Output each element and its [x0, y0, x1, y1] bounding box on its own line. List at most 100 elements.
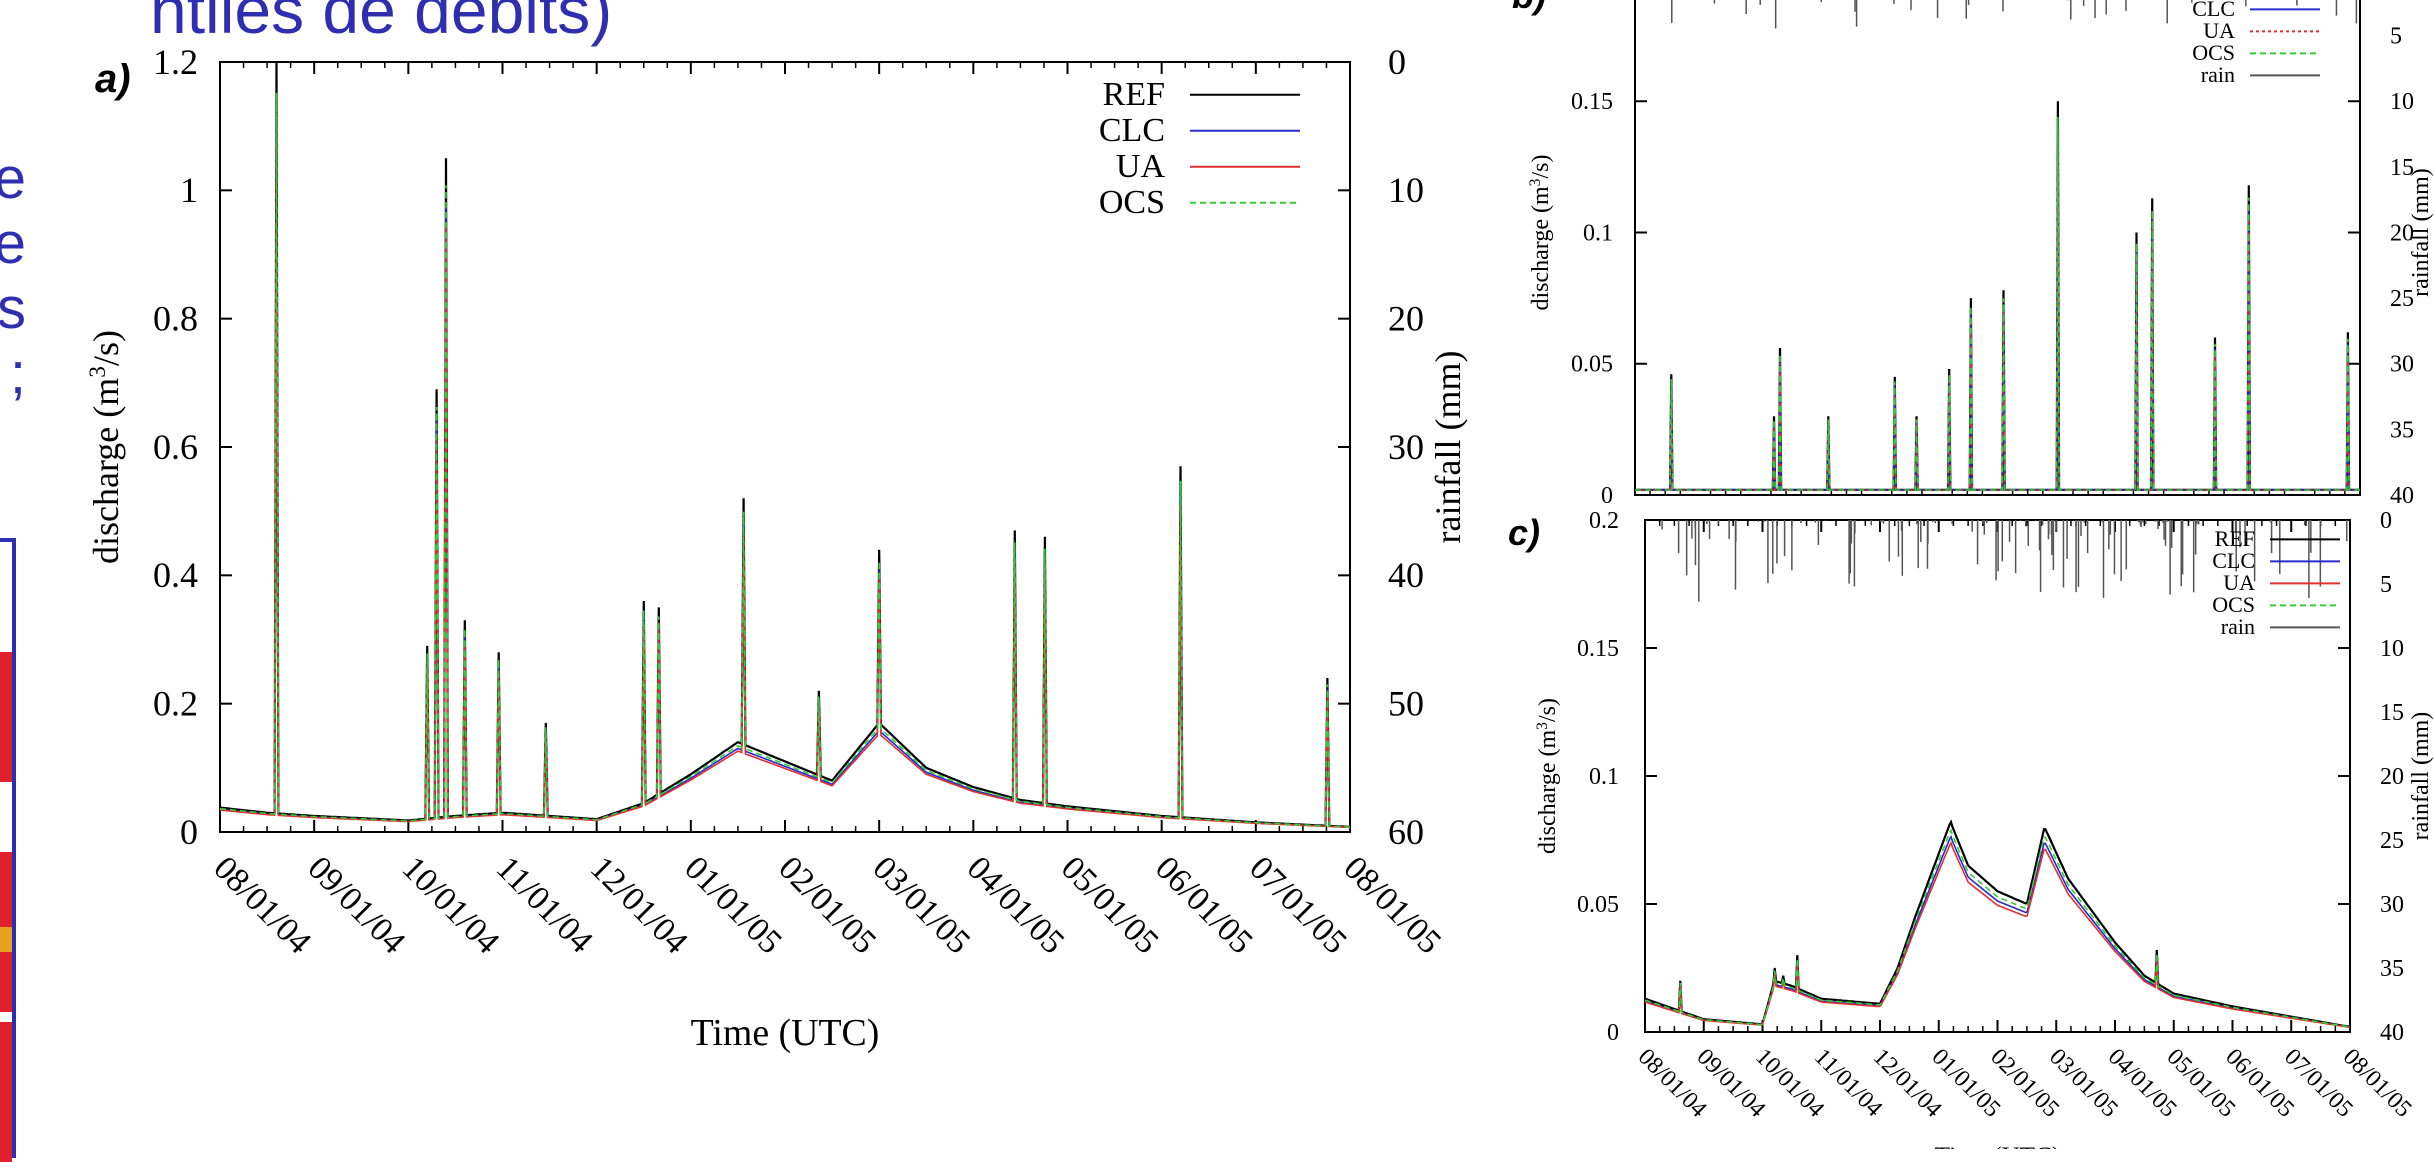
y2-tick-label: 40 — [1388, 555, 1424, 595]
legend-label: REF — [1103, 76, 1165, 113]
y-tick-label: 0.2 — [1589, 508, 1619, 534]
legend-label: UA — [1116, 148, 1166, 185]
x-tick-label: 04/01/05 — [960, 849, 1072, 961]
x-axis-label: Time (UTC) — [691, 1012, 880, 1054]
panel-label: c) — [1508, 512, 1540, 553]
x-tick-label: 11/01/04 — [489, 849, 600, 960]
table-cell — [0, 1022, 12, 1162]
y-tick-label: 0 — [1607, 1020, 1619, 1046]
legend-label: OCS — [2192, 40, 2235, 65]
y2-tick-label: 50 — [1388, 684, 1424, 724]
y2-tick-label: 60 — [1388, 812, 1424, 852]
y2-axis-label: rainfall (mm) — [2408, 168, 2434, 297]
legend-label: UA — [2203, 18, 2235, 43]
x-tick-label: 01/01/05 — [677, 849, 789, 961]
plot-frame — [219, 61, 1351, 833]
y-tick-label: 0.15 — [1577, 636, 1619, 662]
y2-tick-label: 20 — [2390, 220, 2414, 246]
y-tick-label: 0.4 — [153, 555, 198, 595]
plot-frame — [1634, 0, 2361, 496]
y-axis-label: discharge (m3/s) — [1534, 698, 1562, 854]
x-tick-label: 12/01/04 — [583, 849, 695, 961]
legend-label: OCS — [1099, 184, 1165, 221]
y-tick-label: 1.2 — [153, 42, 198, 82]
series-line-clc — [1644, 834, 2351, 1028]
slide-text-line: s — [0, 276, 26, 341]
legend-label: CLC — [2212, 548, 2255, 573]
legend-label: UA — [2223, 570, 2255, 595]
y2-tick-label: 25 — [2390, 286, 2414, 312]
y2-tick-label: 5 — [2380, 572, 2392, 598]
y2-tick-label: 20 — [2380, 764, 2404, 790]
y2-tick-label: 5 — [2390, 24, 2402, 50]
y-tick-label: 0 — [180, 812, 198, 852]
x-tick-label: 02/01/05 — [771, 849, 883, 961]
y-tick-label: 0.15 — [1571, 89, 1613, 115]
series-line-ocs — [219, 92, 1351, 828]
x-axis-label: Time (UTC) — [1935, 1143, 2061, 1149]
series-line-ua — [219, 138, 1351, 829]
panel-label: a) — [95, 57, 131, 101]
x-tick-label: 05/01/05 — [1054, 849, 1166, 961]
y2-tick-label: 35 — [2380, 956, 2404, 982]
x-tick-label: 06/01/05 — [1148, 849, 1260, 961]
y-tick-label: 0.6 — [153, 427, 198, 467]
legend-label: REF — [2215, 526, 2255, 551]
y2-tick-label: 15 — [2380, 700, 2404, 726]
x-tick-label: 08/01/04 — [206, 849, 318, 961]
legend-label: CLC — [1099, 112, 1165, 149]
y2-tick-label: 40 — [2380, 1020, 2404, 1046]
y2-tick-label: 15 — [2390, 155, 2414, 181]
series-line-ua — [1644, 841, 2351, 1029]
table-cell — [0, 927, 12, 952]
panel-label: b) — [1512, 0, 1546, 16]
y-tick-label: 0.1 — [1583, 220, 1613, 246]
y-tick-label: 0.8 — [153, 299, 198, 339]
series-line-ua — [1635, 140, 2360, 492]
y2-tick-label: 10 — [1388, 170, 1424, 210]
series-line-clc — [1635, 128, 2360, 491]
series-line-ref — [219, 61, 1351, 828]
slide-table-fragment — [0, 538, 16, 1162]
legend-label: rain — [2221, 614, 2255, 639]
legend-label: rain — [2201, 62, 2235, 87]
x-tick-label: 10/01/04 — [395, 849, 507, 961]
legend-label: OCS — [2212, 592, 2255, 617]
y2-tick-label: 30 — [1388, 427, 1424, 467]
y-axis-label: discharge (m3/s) — [85, 330, 126, 564]
x-tick-label: 09/01/04 — [301, 849, 413, 961]
series-line-ocs — [1635, 116, 2360, 491]
slide-text-line: e — [0, 146, 26, 211]
x-tick-label: 08/01/05 — [1336, 849, 1448, 961]
series-line-ref — [1635, 101, 2360, 491]
slide-text-line: e — [0, 211, 26, 276]
y2-tick-label: 30 — [2380, 892, 2404, 918]
y-tick-label: 0.05 — [1577, 892, 1619, 918]
y2-tick-label: 0 — [1388, 42, 1406, 82]
y2-tick-label: 10 — [2390, 89, 2414, 115]
y2-axis-label: rainfall (mm) — [2408, 712, 2434, 841]
x-tick-label: 07/01/05 — [1242, 849, 1354, 961]
legend-label: CLC — [2192, 0, 2235, 21]
y2-tick-label: 40 — [2390, 483, 2414, 509]
y2-axis-label: rainfall (mm) — [1428, 351, 1468, 544]
series-line-ocs — [1644, 828, 2351, 1028]
y2-tick-label: 35 — [2390, 417, 2414, 443]
y-tick-label: 0.1 — [1589, 764, 1619, 790]
y-tick-label: 0.2 — [153, 684, 198, 724]
slide-title: ntiles de débits) — [150, 0, 613, 47]
y2-tick-label: 0 — [2380, 508, 2392, 534]
series-line-ref — [1644, 819, 2351, 1028]
y-axis-label: discharge (m3/s) — [1527, 155, 1555, 311]
y2-tick-label: 20 — [1388, 299, 1424, 339]
table-cell — [0, 652, 12, 782]
slide-text-line: ; — [9, 341, 26, 406]
y2-tick-label: 25 — [2380, 828, 2404, 854]
x-tick-label: 03/01/05 — [866, 849, 978, 961]
y-tick-label: 0 — [1601, 483, 1613, 509]
y2-tick-label: 10 — [2380, 636, 2404, 662]
y-tick-label: 0.05 — [1571, 352, 1613, 378]
y2-tick-label: 30 — [2390, 352, 2414, 378]
y-tick-label: 1 — [180, 170, 198, 210]
